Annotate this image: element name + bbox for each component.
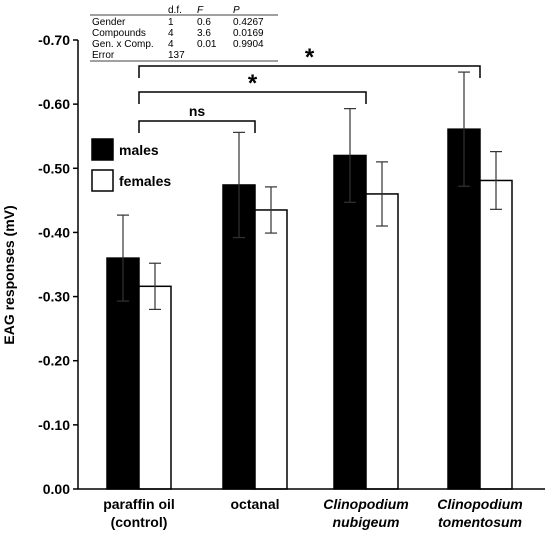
stats-cell: 0.01 — [197, 39, 217, 50]
x-category-label: (control) — [111, 514, 168, 530]
stats-cell: Gen. x Comp. — [92, 39, 154, 50]
x-category-label: nubigeum — [333, 514, 400, 530]
stats-cell: 0.4267 — [233, 17, 264, 28]
comparison-label: * — [248, 70, 258, 97]
bar-females — [138, 285, 172, 490]
stats-header: P — [233, 5, 240, 16]
y-tick-label: -0.70 — [38, 32, 70, 48]
bar-series — [106, 71, 513, 490]
y-axis: 0.00 -0.10 -0.20 -0.30 -0.40 -0.50 -0.60 -0.70 — [38, 32, 545, 497]
legend-label-males: males — [119, 142, 159, 158]
stats-cell: 4 — [168, 39, 174, 50]
stats-header: F — [197, 5, 204, 16]
legend-swatch-males — [91, 138, 114, 161]
y-tick-label: -0.40 — [38, 224, 70, 240]
significance-brackets: ns * * — [138, 44, 481, 133]
stats-cell: Compounds — [92, 28, 146, 39]
error-bar-males — [117, 214, 129, 302]
y-tick-label: -0.60 — [38, 96, 70, 112]
y-tick-label: -0.10 — [38, 417, 70, 433]
error-bar-males — [344, 108, 356, 203]
error-bar-males — [233, 131, 245, 239]
comparison-label: ns — [189, 103, 206, 119]
comparison-bracket: * — [138, 44, 481, 78]
x-category-label: Clinopodium — [323, 496, 409, 512]
x-axis-categories: paraffin oil (control) octanal Clinopodium n… — [103, 496, 523, 530]
comparison-bracket: ns — [138, 103, 256, 133]
legend: males females — [91, 138, 171, 192]
x-category-label: paraffin oil — [103, 496, 175, 512]
comparison-label: * — [305, 44, 315, 71]
y-tick-label: -0.50 — [38, 160, 70, 176]
stats-cell: 0.6 — [197, 17, 211, 28]
error-bar-females — [376, 161, 388, 227]
y-tick-label: -0.20 — [38, 353, 70, 369]
stats-cell: 0.9904 — [233, 39, 264, 50]
x-category-label: Clinopodium — [437, 496, 523, 512]
stats-cell: 3.6 — [197, 28, 211, 39]
error-bar-females — [265, 186, 277, 234]
stats-cell: 137 — [168, 50, 185, 61]
y-tick-label: -0.30 — [38, 289, 70, 305]
x-category-label: octanal — [230, 496, 279, 512]
bar-females — [479, 179, 513, 490]
anova-stats-table: d.f. F P Gender 1 0.6 0.4267 Compounds 4 3.6 0.016… — [90, 5, 278, 62]
stats-cell: Error — [92, 50, 115, 61]
stats-cell: Gender — [92, 17, 126, 28]
x-category-label: tomentosum — [438, 514, 522, 530]
bar-females — [365, 193, 399, 490]
stats-cell: 4 — [168, 28, 174, 39]
y-axis-label: EAG responses (mV) — [1, 205, 17, 344]
stats-cell: 0.0169 — [233, 28, 264, 39]
bar-females — [254, 209, 288, 490]
error-bar-females — [149, 262, 161, 310]
stats-header: d.f. — [168, 5, 182, 16]
y-tick-label: 0.00 — [43, 481, 70, 497]
stats-cell: 1 — [168, 17, 174, 28]
comparison-bracket: * — [138, 70, 367, 104]
error-bar-females — [490, 151, 502, 210]
error-bar-males — [458, 71, 470, 187]
legend-swatch-females — [91, 169, 114, 192]
legend-label-females: females — [119, 173, 171, 189]
bar-males — [333, 154, 367, 490]
